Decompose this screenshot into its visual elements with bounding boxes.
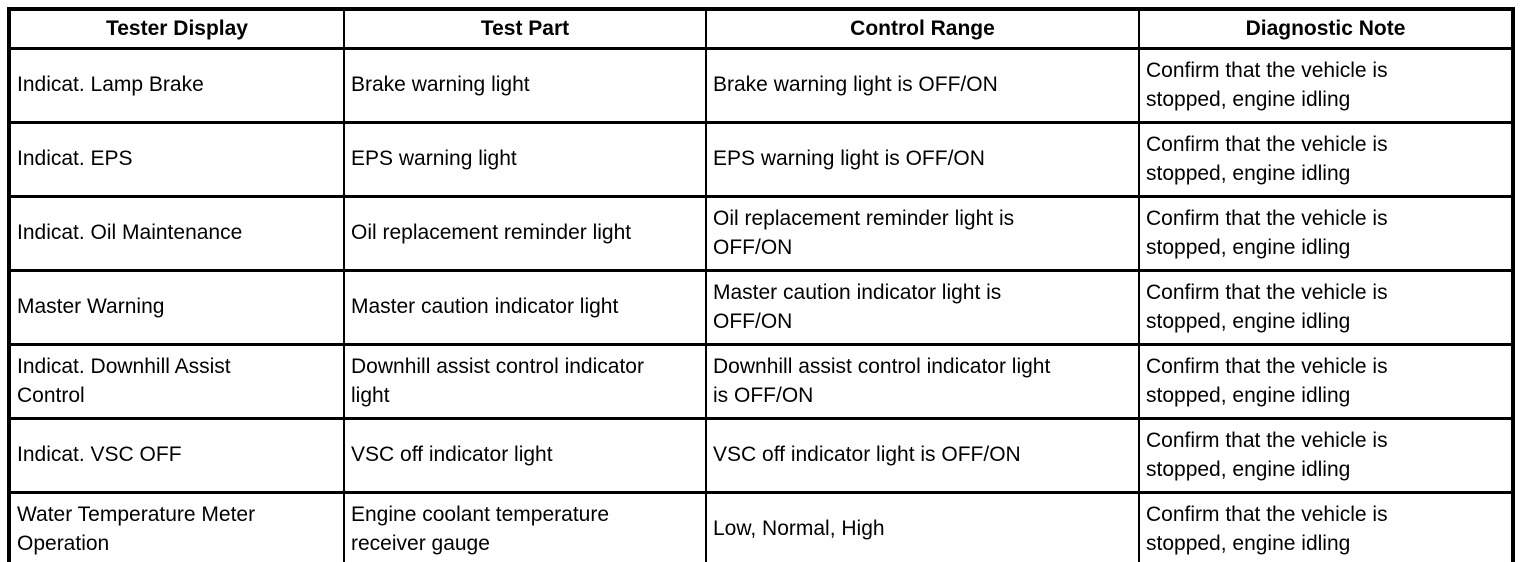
cell-control-range: Oil replacement reminder light is OFF/ON <box>705 195 1140 272</box>
table-row: Master Warning Master caution indicator l… <box>8 269 1514 346</box>
cell-tester-display: Indicat. EPS <box>8 121 345 198</box>
table-body: Indicat. Lamp Brake Brake warning light Br… <box>8 47 1514 562</box>
cell-diagnostic-note: Confirm that the vehicle is stopped, eng… <box>1138 491 1514 562</box>
cell-tester-display: Indicat. Lamp Brake <box>8 47 345 124</box>
cell-test-part: Oil replacement reminder light <box>343 195 707 272</box>
cell-diagnostic-note: Confirm that the vehicle is stopped, eng… <box>1138 417 1514 494</box>
cell-control-range: Master caution indicator light is OFF/ON <box>705 269 1140 346</box>
cell-diagnostic-note: Confirm that the vehicle is stopped, eng… <box>1138 47 1514 124</box>
cell-test-part: Brake warning light <box>343 47 707 124</box>
table-row: Indicat. Oil Maintenance Oil replacement … <box>8 195 1514 272</box>
cell-diagnostic-note: Confirm that the vehicle is stopped, eng… <box>1138 121 1514 198</box>
table-row: Indicat. EPS EPS warning light EPS warning… <box>8 121 1514 198</box>
column-header-diagnostic-note: Diagnostic Note <box>1138 7 1514 50</box>
cell-tester-display: Master Warning <box>8 269 345 346</box>
column-header-control-range: Control Range <box>705 7 1140 50</box>
table-row: Indicat. VSC OFF VSC off indicator light V… <box>8 417 1514 494</box>
cell-test-part: Engine coolant temperature receiver gaug… <box>343 491 707 562</box>
cell-tester-display: Indicat. Oil Maintenance <box>8 195 345 272</box>
column-header-test-part: Test Part <box>343 7 707 50</box>
cell-control-range: EPS warning light is OFF/ON <box>705 121 1140 198</box>
cell-tester-display: Water Temperature Meter Operation <box>8 491 345 562</box>
table-header-row: Tester Display Test Part Control Range D… <box>8 7 1514 50</box>
cell-test-part: VSC off indicator light <box>343 417 707 494</box>
cell-tester-display: Indicat. VSC OFF <box>8 417 345 494</box>
cell-diagnostic-note: Confirm that the vehicle is stopped, eng… <box>1138 343 1514 420</box>
cell-control-range: Brake warning light is OFF/ON <box>705 47 1140 124</box>
cell-control-range: Downhill assist control indicator light … <box>705 343 1140 420</box>
cell-diagnostic-note: Confirm that the vehicle is stopped, eng… <box>1138 269 1514 346</box>
table-row: Indicat. Downhill Assist Control Downhill… <box>8 343 1514 420</box>
cell-test-part: Downhill assist control indicator light <box>343 343 707 420</box>
cell-control-range: VSC off indicator light is OFF/ON <box>705 417 1140 494</box>
cell-test-part: EPS warning light <box>343 121 707 198</box>
column-header-tester-display: Tester Display <box>8 7 345 50</box>
diagnostic-table: Tester Display Test Part Control Range D… <box>7 7 1515 562</box>
cell-tester-display: Indicat. Downhill Assist Control <box>8 343 345 420</box>
table-row: Water Temperature Meter Operation Engine … <box>8 491 1514 562</box>
cell-control-range: Low, Normal, High <box>705 491 1140 562</box>
table-row: Indicat. Lamp Brake Brake warning light Br… <box>8 47 1514 124</box>
cell-diagnostic-note: Confirm that the vehicle is stopped, eng… <box>1138 195 1514 272</box>
cell-test-part: Master caution indicator light <box>343 269 707 346</box>
